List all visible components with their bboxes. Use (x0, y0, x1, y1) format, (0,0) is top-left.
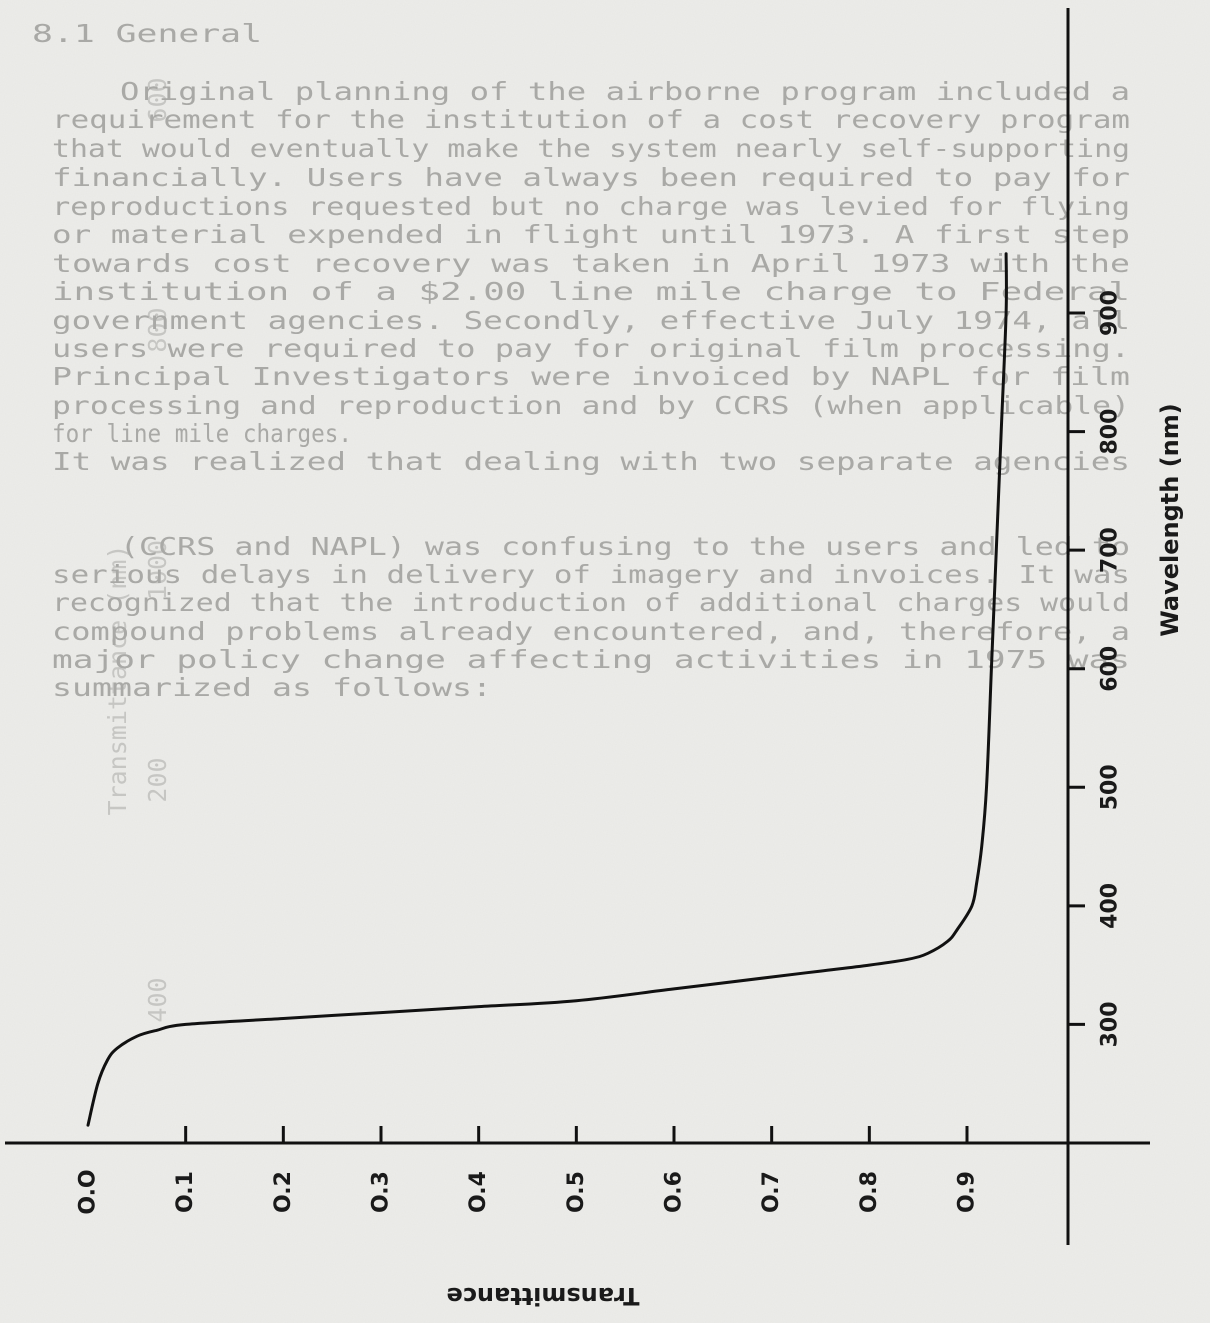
bleed-through-line: (CCRS and NAPL) was confusing to the use… (120, 532, 1130, 561)
transmittance-tick-label: O.2 (271, 1171, 296, 1213)
bleed-through-line: government agencies. Secondly, effective… (52, 306, 1130, 335)
bleed-through-line: Principal Investigators were invoiced by… (52, 362, 1130, 391)
bleed-through-line: requirement for the institution of a cos… (52, 105, 1130, 134)
transmittance-tick-label: O.5 (564, 1171, 589, 1213)
transmittance-tick-label: O.6 (662, 1171, 687, 1213)
bleed-through-line: serious delays in delivery of imagery an… (52, 560, 1130, 589)
bleed-through-line: summarized as follows: (52, 673, 492, 702)
wavelength-tick-label: 800 (1098, 409, 1123, 455)
bleed-through-line: financially. Users have always been requ… (52, 163, 1130, 192)
bleed-through-line: towards cost recovery was taken in April… (52, 249, 1130, 278)
wavelength-tick-label: 400 (1098, 883, 1123, 929)
wavelength-tick-label: 900 (1098, 290, 1123, 336)
bleed-through-scale: Transmittance (nm) 400 200 1000 800 600 (103, 77, 172, 1022)
bleed-through-line: users were required to pay for original … (52, 334, 1130, 363)
bleed-through-line: compound problems already encountered, a… (52, 617, 1130, 646)
bleed-through-line: Original planning of the airborne progra… (120, 77, 1130, 106)
wavelength-tick-label: 600 (1098, 646, 1123, 692)
bleed-through-scale-tick: 1000 (143, 540, 172, 600)
wavelength-tick-label: 500 (1098, 764, 1123, 810)
transmittance-tick-label: O.4 (466, 1171, 491, 1213)
x-axis-title: Wavelength (nm) (1156, 403, 1184, 636)
wavelength-tick-label: 300 (1098, 1001, 1123, 1047)
bleed-through-line: or material expended in flight until 197… (52, 220, 1130, 249)
transmittance-tick-label: O.9 (955, 1171, 980, 1213)
transmittance-tick-label: O.7 (759, 1171, 784, 1213)
wavelength-ticks: 300 400 500 600 700 800 900 (1068, 290, 1123, 1047)
wavelength-tick-label: 700 (1098, 527, 1123, 573)
transmittance-tick-label: O.8 (857, 1171, 882, 1213)
bleed-through-scale-tick: 800 (143, 307, 172, 352)
transmittance-tick-label: O.1 (173, 1171, 198, 1213)
bleed-through-line: recognized that the introduction of addi… (52, 588, 1130, 617)
transmittance-ticks: O.O O.1 O.2 O.3 O.4 O.5 O.6 O.7 O.8 O.9 (76, 1126, 980, 1215)
y-axis-title: Transmittance (446, 1282, 639, 1310)
bleed-through-line: 8.1 General (32, 19, 262, 48)
bleed-through-scale-tick: 400 (143, 977, 172, 1022)
bleed-through-scale-tick: 600 (143, 77, 172, 122)
transmittance-curve (86, 252, 1008, 1127)
bleed-through-line: processing and reproduction and by CCRS … (52, 391, 1130, 420)
transmittance-tick-label: O.O (76, 1169, 101, 1214)
bleed-through-line: institution of a $2.00 line mile charge … (52, 277, 1130, 306)
bleed-through-scale-label: Transmittance (nm) (103, 545, 132, 816)
bleed-through-line: for line mile charges. (52, 419, 352, 448)
bleed-through-line: that would eventually make the system ne… (52, 134, 1130, 163)
bleed-through-scale-tick: 200 (143, 757, 172, 802)
bleed-through-line: It was realized that dealing with two se… (52, 447, 1130, 476)
bleed-through-text: 8.1 General Original planning of the airb… (32, 19, 1130, 702)
transmittance-tick-label: O.3 (369, 1171, 394, 1213)
bleed-through-line: major policy change affecting activities… (52, 645, 1130, 674)
bleed-through-line: reproductions requested but no charge wa… (52, 192, 1130, 221)
